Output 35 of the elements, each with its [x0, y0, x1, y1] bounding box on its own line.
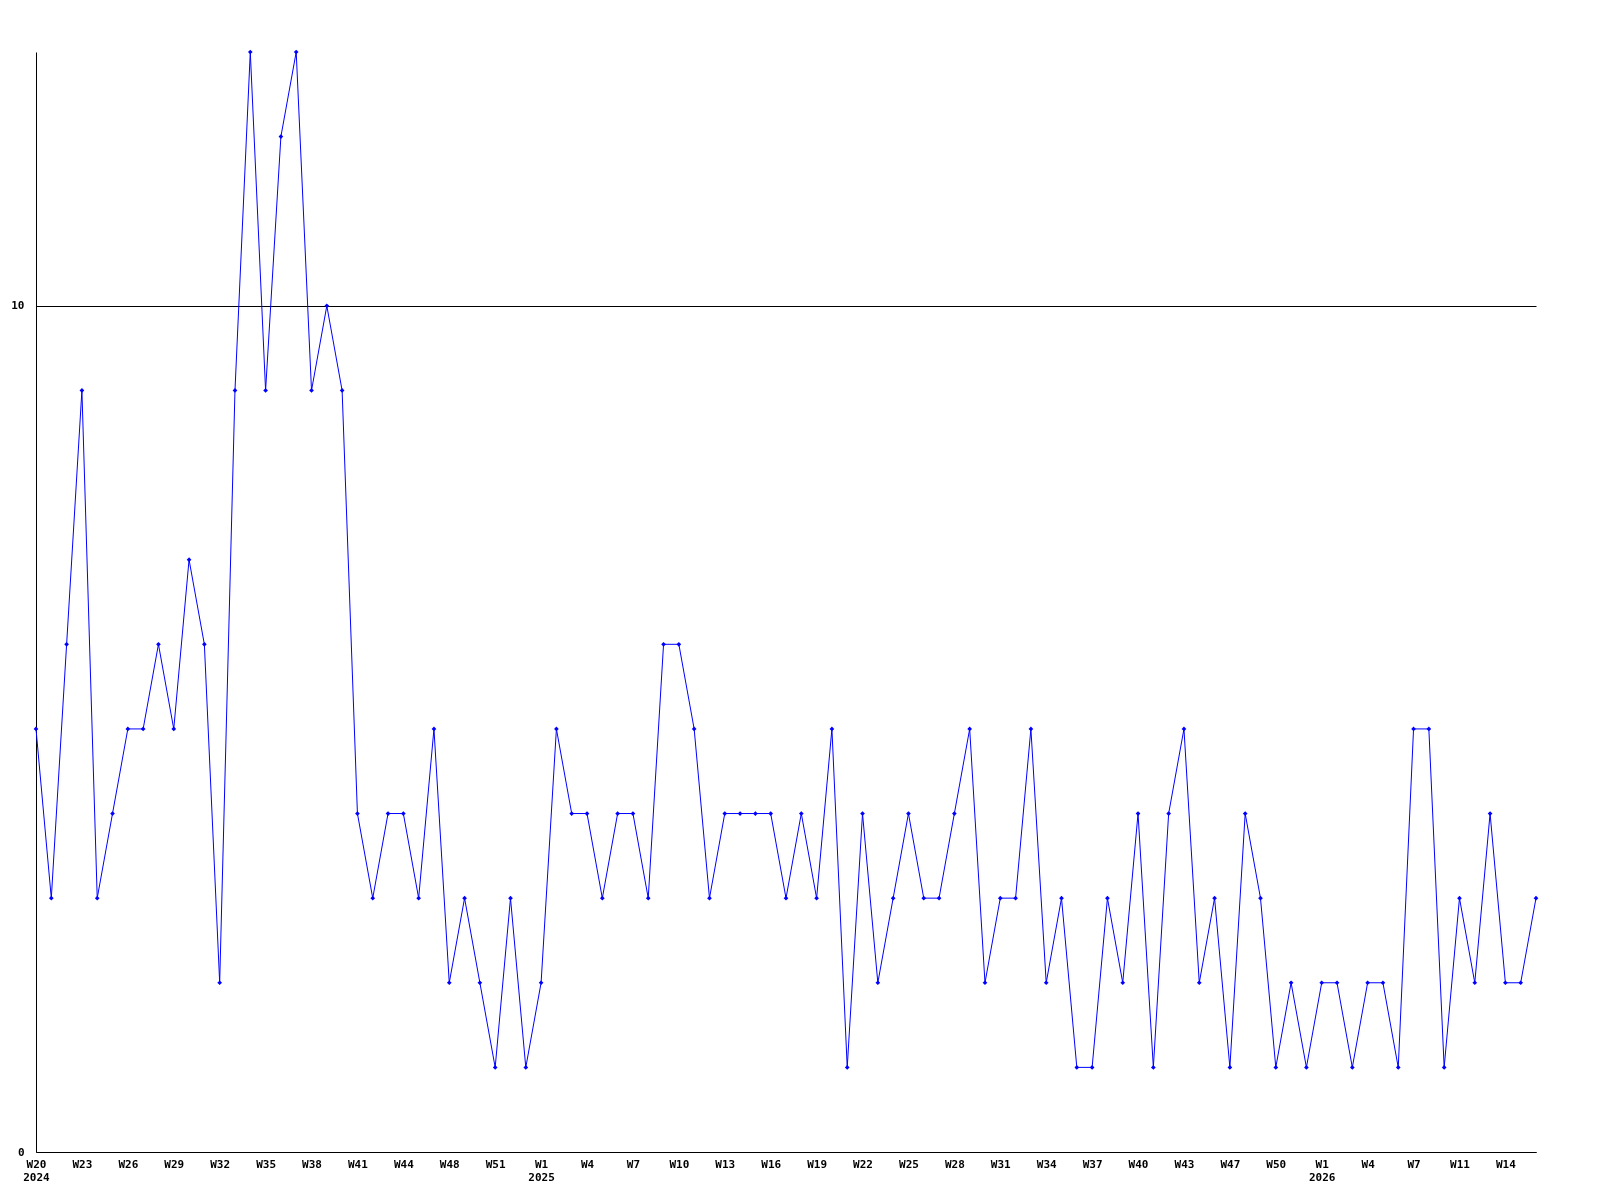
x-tick-label: W28 [944, 1157, 965, 1171]
x-tick-label: W4 [1361, 1157, 1376, 1171]
x-tick-label: W22 [853, 1157, 873, 1171]
x-tick-label: W14 [1495, 1157, 1517, 1171]
x-tick-label: W7 [1407, 1157, 1421, 1171]
x-tick-label: W50 [1266, 1157, 1287, 1171]
x-tick-label: W1 2026 [1308, 1157, 1336, 1184]
x-tick-label: W7 [626, 1157, 641, 1171]
x-tick-label: W47 [1220, 1157, 1241, 1171]
x-tick-label: W20 2024 [23, 1157, 51, 1184]
x-tick-label: W32 [210, 1157, 231, 1171]
x-tick-label: W23 [72, 1157, 93, 1171]
y-tick-label: 10 [11, 299, 25, 313]
x-tick-label: W4 [580, 1157, 595, 1171]
x-tick-label: W1 2025 [528, 1157, 555, 1184]
x-tick-label: W11 [1450, 1157, 1471, 1171]
y-tick-label: 0 [17, 1145, 25, 1159]
x-tick-label: W51 [485, 1157, 506, 1171]
x-tick-label: W34 [1036, 1157, 1058, 1171]
x-tick-label: W48 [439, 1157, 460, 1171]
x-tick-label: W16 [761, 1157, 782, 1171]
x-tick-label: W29 [164, 1157, 185, 1171]
x-tick-label: W38 [302, 1157, 322, 1171]
x-tick-label: W40 [1128, 1157, 1149, 1171]
x-tick-label: W10 [669, 1157, 690, 1171]
x-tick-label: W31 [990, 1157, 1012, 1171]
x-tick-label: W35 [256, 1157, 277, 1171]
x-tick-label: W26 [118, 1157, 139, 1171]
x-tick-label: W41 [347, 1157, 369, 1171]
x-tick-label: W25 [899, 1157, 919, 1171]
x-tick-label: W43 [1174, 1157, 1195, 1171]
x-tick-label: W19 [807, 1157, 828, 1171]
x-tick-label: W13 [715, 1157, 736, 1171]
x-tick-label: W44 [393, 1157, 415, 1171]
x-tick-label: W37 [1082, 1157, 1103, 1171]
